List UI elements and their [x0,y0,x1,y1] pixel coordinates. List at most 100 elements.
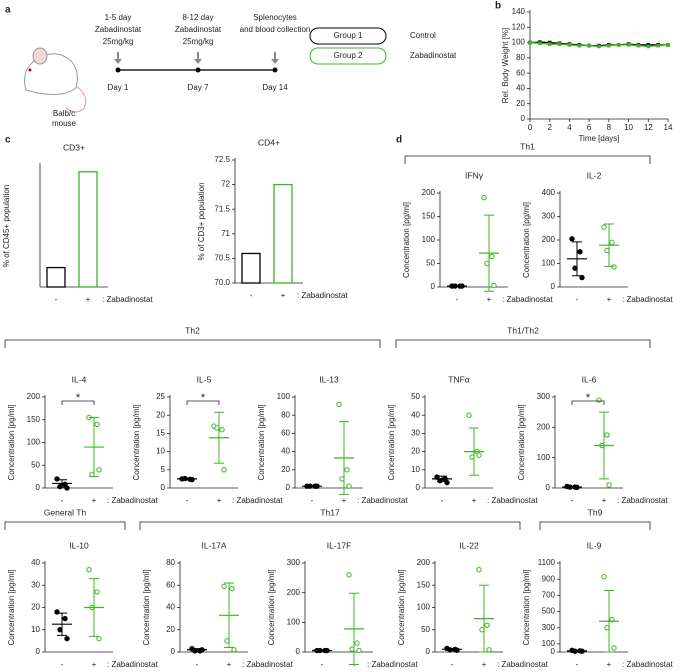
sd-bar [57,612,67,636]
data-point [62,615,68,622]
sd-bar [604,590,614,653]
y-tick-label: 50 [426,259,435,268]
x-axis-label: : Zabadinostat [232,496,283,505]
series-point [656,43,660,48]
timeline-dot [272,67,278,73]
bracket [4,339,381,348]
step-text: Splenocytes [253,13,297,22]
legend-box [309,27,387,45]
y-axis-label: Concentration [pg/ml] [402,202,411,278]
y-tick-label: 72 [221,180,230,189]
data-point [489,253,495,260]
x-tick-label: + [92,660,97,669]
y-tick-label: 900 [542,574,556,583]
data-point [231,647,237,653]
y-tick-label: 0 [551,282,556,291]
chart-title: IL-9 [587,540,602,550]
y-tick-label: 200 [287,588,301,597]
series-point [666,43,670,47]
series-point [646,44,651,49]
legend-label: Control [410,31,436,40]
x-tick-label: + [342,496,347,505]
y-tick-label: 0 [296,647,301,656]
x-tick-label: 6 [587,123,592,132]
bracket [139,521,521,530]
y-tick-label: 700 [542,590,556,599]
sd-bar [57,479,67,488]
y-tick-label: 400 [542,188,556,197]
y-axis-label: Concentration [pg/ml] [7,569,16,645]
y-tick-label: 100 [277,392,291,401]
mouse-label: mouse [52,119,77,128]
data-point [466,412,472,418]
y-tick-label: 100 [512,38,526,47]
x-tick-label: + [602,496,607,505]
panel-label: d [396,135,402,146]
y-axis-label: Concentration [pg/ml] [257,404,266,480]
y-tick-label: 0 [171,647,176,656]
chart-title: IFNγ [465,170,484,180]
data-point [54,476,60,482]
significance-bracket [186,400,220,405]
x-tick-label: - [441,496,444,505]
data-point [221,467,227,473]
y-tick-label: 20 [516,99,525,108]
y-tick-label: 10 [411,465,420,474]
y-axis-label: Concentration [pg/ml] [522,569,531,645]
x-tick-label: + [281,291,286,300]
y-tick-label: 300 [542,623,556,632]
x-tick-label: + [487,295,492,304]
series-point [538,41,542,46]
y-tick-label: 0 [36,483,41,492]
y-tick-label: 0 [431,282,436,291]
x-tick-label: + [92,496,97,505]
y-axis-label: Concentration [pg/ml] [517,404,526,480]
sd-bar [599,411,609,480]
chart-title: CD4+ [258,137,280,147]
data-point [606,482,612,488]
y-tick-label: 20 [411,447,420,456]
series-point [597,44,601,49]
x-axis-label: : Zabadinostat [367,660,418,669]
y-tick-label: 150 [422,212,436,221]
y-tick-label: 20 [281,465,290,474]
y-axis-label: Concentration [pg/ml] [397,569,406,645]
y-axis-label: Concentration [pg/ml] [7,404,16,480]
y-tick-label: 0 [416,483,421,492]
data-point [611,645,617,651]
bracket-label: Th2 [185,325,200,335]
data-point [444,479,450,486]
sd-bar [89,578,99,637]
sd-bar [214,411,224,464]
x-axis-label: : Zabadinostat [502,295,553,304]
x-tick-label: 10 [624,123,633,132]
y-tick-label: 40 [281,447,290,456]
data-point [476,566,482,573]
x-tick-label: - [576,660,579,669]
data-point [604,432,610,438]
x-tick-label: - [451,660,454,669]
y-tick-label: 20 [166,625,175,634]
step-text: Zabadinostat [95,25,142,34]
y-tick-label: 60 [516,68,525,77]
y-axis-label: Concentration [pg/ml] [142,569,151,645]
data-point [346,483,352,489]
x-tick-label: - [61,496,64,505]
y-tick-label: 100 [542,639,556,648]
y-axis-label: % of CD45+ population [2,185,11,268]
chart-title: IL-4 [72,374,87,384]
data-point [484,622,490,628]
y-tick-label: 100 [287,617,301,626]
sd-bar [317,649,327,652]
arrow-head [194,59,202,64]
y-tick-label: 140 [512,7,526,16]
bar [78,171,98,288]
y-tick-label: 0 [161,483,166,492]
x-axis-label: : Zabadinostat [497,660,548,669]
significance-mark: * [201,392,206,404]
data-point [577,249,583,255]
y-tick-label: 40 [166,603,175,612]
data-point [596,397,602,403]
data-point [86,566,92,573]
x-axis-label: : Zabadinostat [487,496,538,505]
